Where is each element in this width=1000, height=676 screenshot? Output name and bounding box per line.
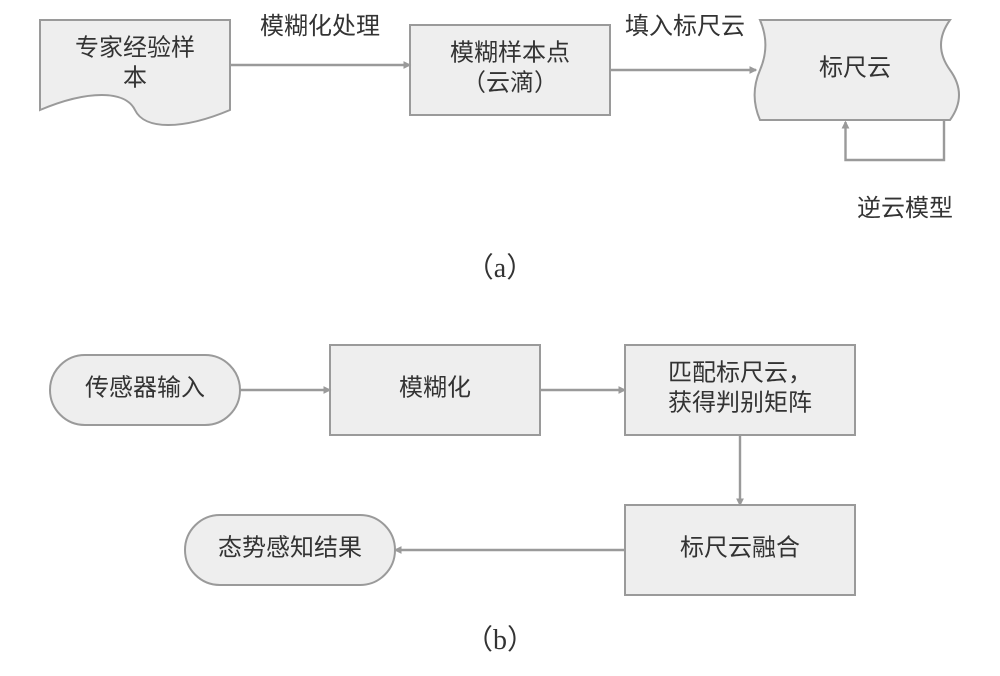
node-fuzzy-sample-points-label-line-1: （云滴）: [462, 70, 558, 97]
node-sensor-input: 传感器输入: [50, 355, 240, 425]
node-match-scale-cloud-label-line-0: 匹配标尺云，: [668, 360, 812, 387]
arrow-inverse-cloud-loop: [846, 120, 945, 160]
node-match-scale-cloud: 匹配标尺云， 获得判别矩阵: [625, 345, 855, 435]
node-situation-awareness-result: 态势感知结果: [185, 515, 395, 585]
caption-b: （b）: [465, 624, 535, 656]
node-fuzzify-label-line-0: 模糊化: [399, 375, 471, 402]
node-scale-cloud-fusion-label-line-0: 标尺云融合: [680, 535, 800, 562]
node-scale-cloud-fusion: 标尺云融合: [625, 505, 855, 595]
label-fuzzy-processing: 模糊化处理: [260, 13, 380, 40]
node-scale-cloud-label-line-0: 标尺云: [819, 55, 891, 82]
node-expert-sample: 专家经验样本: [40, 20, 230, 125]
node-expert-sample-label-line-1: 本: [123, 65, 147, 92]
label-inverse-cloud-model: 逆云模型: [857, 195, 953, 222]
node-scale-cloud: 标尺云: [755, 20, 959, 120]
node-fuzzify: 模糊化: [330, 345, 540, 435]
node-fuzzy-sample-points-label-line-0: 模糊样本点: [450, 40, 570, 67]
node-sensor-input-label-line-0: 传感器输入: [85, 375, 205, 402]
label-fill-scale-cloud: 填入标尺云: [625, 13, 745, 40]
node-fuzzy-sample-points: 模糊样本点 （云滴）: [410, 25, 610, 115]
node-match-scale-cloud-label-line-1: 获得判别矩阵: [668, 390, 812, 417]
caption-a: （a）: [466, 252, 534, 284]
node-situation-awareness-result-label-line-0: 态势感知结果: [218, 535, 362, 562]
node-expert-sample-label-line-0: 专家经验样: [75, 35, 195, 62]
